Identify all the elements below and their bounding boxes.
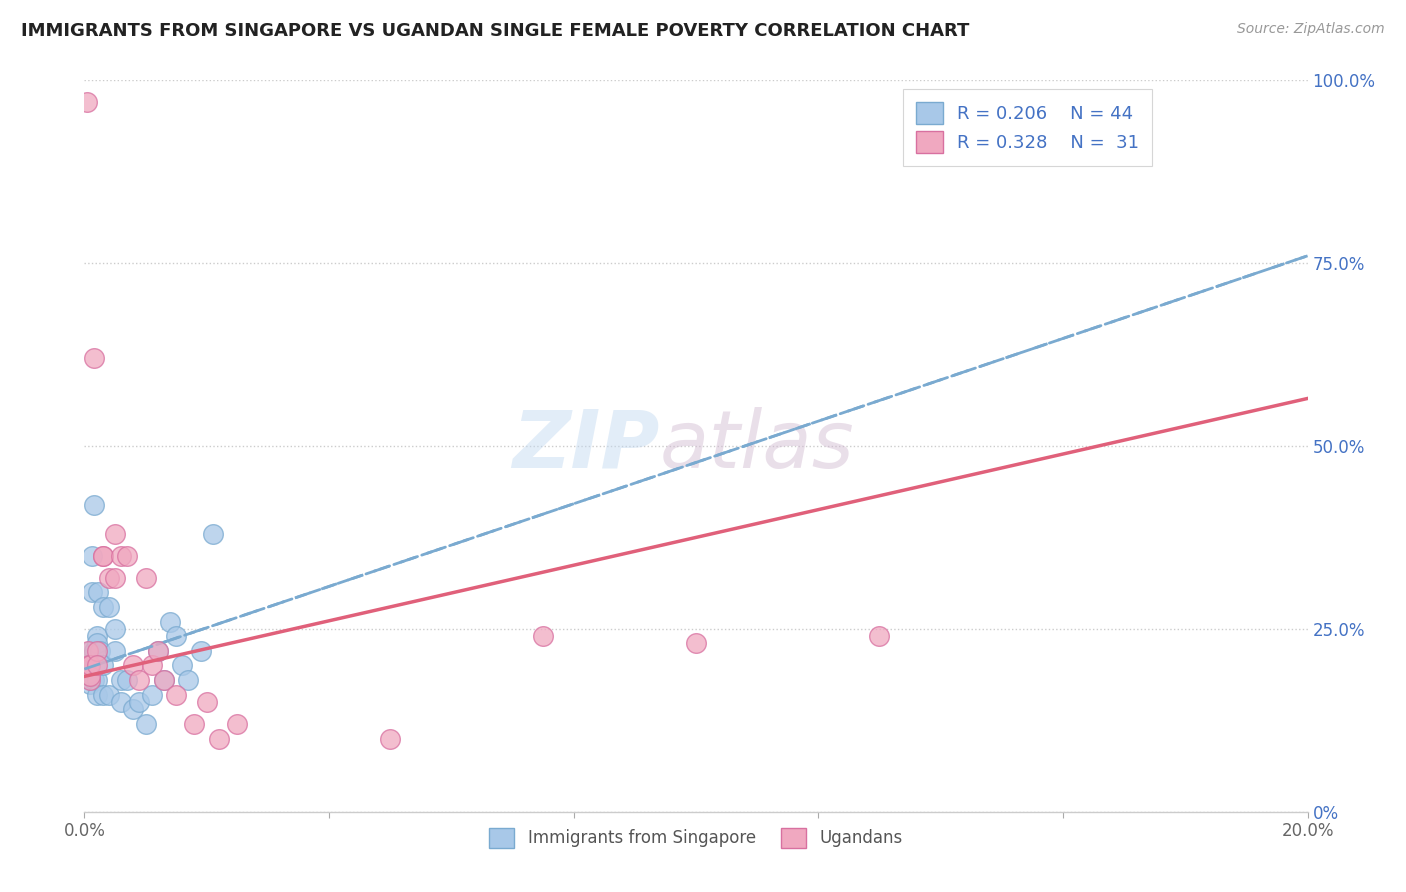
Point: [91, 549, 114, 563]
Point: [128, 673, 150, 687]
Point: [141, 658, 163, 673]
Point: [177, 673, 200, 687]
Text: atlas: atlas: [659, 407, 853, 485]
Point: [79, 676, 101, 690]
Point: [86, 636, 108, 650]
Point: [83, 644, 105, 658]
Point: [77, 644, 100, 658]
Point: [380, 731, 402, 746]
Point: [110, 673, 132, 687]
Point: [128, 695, 150, 709]
Point: [79, 658, 101, 673]
Point: [104, 622, 127, 636]
Point: [135, 717, 157, 731]
Point: [226, 717, 249, 731]
Point: [135, 571, 157, 585]
Point: [77, 658, 100, 673]
Point: [195, 695, 218, 709]
Point: [79, 673, 101, 687]
Text: Source: ZipAtlas.com: Source: ZipAtlas.com: [1237, 22, 1385, 37]
Point: [159, 615, 181, 629]
Point: [83, 498, 105, 512]
Point: [84, 658, 107, 673]
Point: [79, 673, 101, 687]
Point: [86, 658, 108, 673]
Point: [91, 599, 114, 614]
Point: [685, 636, 707, 650]
Point: [86, 644, 108, 658]
Point: [76, 662, 98, 676]
Point: [153, 673, 176, 687]
Point: [869, 629, 891, 643]
Legend: Immigrants from Singapore, Ugandans: Immigrants from Singapore, Ugandans: [482, 821, 910, 855]
Point: [77, 669, 100, 683]
Point: [91, 549, 114, 563]
Text: IMMIGRANTS FROM SINGAPORE VS UGANDAN SINGLE FEMALE POVERTY CORRELATION CHART: IMMIGRANTS FROM SINGAPORE VS UGANDAN SIN…: [21, 22, 970, 40]
Point: [86, 673, 108, 687]
Point: [153, 673, 176, 687]
Point: [104, 526, 127, 541]
Point: [97, 599, 120, 614]
Point: [86, 688, 108, 702]
Text: ZIP: ZIP: [512, 407, 659, 485]
Point: [91, 688, 114, 702]
Point: [83, 673, 105, 687]
Point: [165, 629, 187, 643]
Point: [82, 549, 104, 563]
Point: [80, 585, 103, 599]
Point: [190, 644, 212, 658]
Point: [79, 658, 101, 673]
Point: [87, 585, 110, 599]
Point: [86, 629, 108, 643]
Point: [76, 95, 98, 110]
Point: [208, 731, 231, 746]
Point: [104, 644, 127, 658]
Point: [146, 644, 169, 658]
Point: [115, 549, 138, 563]
Point: [172, 658, 194, 673]
Point: [83, 351, 105, 366]
Point: [91, 658, 114, 673]
Point: [79, 651, 101, 665]
Point: [146, 644, 169, 658]
Point: [201, 526, 224, 541]
Point: [122, 702, 145, 716]
Point: [122, 658, 145, 673]
Point: [183, 717, 205, 731]
Point: [79, 669, 101, 683]
Point: [97, 571, 120, 585]
Point: [531, 629, 554, 643]
Point: [97, 688, 120, 702]
Point: [89, 644, 111, 658]
Point: [104, 571, 127, 585]
Point: [165, 688, 187, 702]
Point: [77, 658, 100, 673]
Point: [110, 695, 132, 709]
Point: [141, 688, 163, 702]
Point: [110, 549, 132, 563]
Point: [115, 673, 138, 687]
Point: [77, 665, 100, 680]
Point: [79, 669, 101, 683]
Point: [79, 644, 101, 658]
